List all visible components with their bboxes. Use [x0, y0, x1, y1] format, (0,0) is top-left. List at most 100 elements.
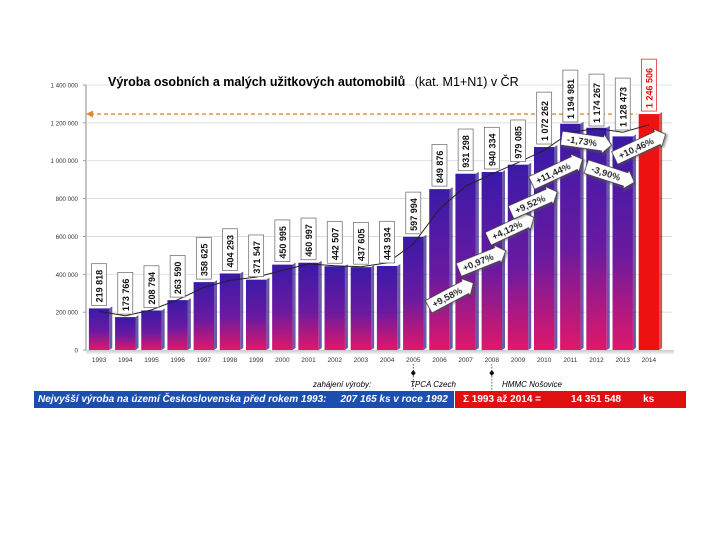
start-markers — [410, 364, 495, 391]
x-tick-label: 2005 — [406, 357, 421, 364]
x-tick-label: 2001 — [301, 357, 316, 364]
x-tick-label: 2000 — [275, 357, 290, 364]
x-tick-label: 2010 — [537, 357, 552, 364]
value-label-box — [169, 255, 186, 298]
plot-floor — [86, 350, 674, 354]
y-tick-label: 0 — [75, 348, 79, 355]
value-label: 371 547 — [252, 241, 262, 274]
value-label-box — [300, 217, 317, 261]
footer-left-value: 207 165 ks v roce 1992 — [340, 394, 448, 405]
footer-sum-label: Σ 1993 až 2014 = — [463, 394, 542, 405]
footer-historic-max: Nejvyšší výroba na území Československa … — [34, 391, 454, 408]
tpca-label: TPCA Czech — [410, 380, 456, 389]
value-label-box — [405, 191, 422, 235]
value-label: 1 128 473 — [618, 87, 628, 127]
bar — [324, 266, 345, 350]
change-arrow-label: -1,73% — [566, 134, 598, 149]
bar — [638, 114, 660, 350]
value-label-box — [91, 263, 107, 306]
value-label-box — [588, 73, 605, 127]
value-label: 442 507 — [330, 228, 340, 261]
x-tick-label: 1996 — [170, 357, 185, 364]
bar — [219, 273, 241, 350]
x-tick-label: 1994 — [118, 357, 133, 364]
value-label: 597 994 — [409, 198, 419, 231]
trend-path — [99, 124, 650, 317]
y-tick-label: 1 400 000 — [50, 83, 78, 90]
bar — [350, 267, 372, 350]
bar — [429, 189, 450, 350]
x-tick-label: 2011 — [563, 357, 577, 364]
x-tick-label: 2008 — [485, 357, 500, 364]
x-axis: 1993 1994 1995 1996 1997 1998 1999 2000 2001 2002… — [92, 357, 657, 364]
bar — [141, 310, 162, 350]
value-label: 219 818 — [95, 270, 105, 303]
x-tick-label: 2009 — [511, 357, 526, 364]
production-start-label: zahájení výroby: — [312, 380, 371, 389]
bar — [612, 136, 633, 350]
x-tick-label: 1997 — [197, 357, 212, 364]
value-label-box — [248, 234, 265, 278]
x-tick-label: 2004 — [380, 357, 395, 364]
y-tick-label: 200 000 — [56, 310, 79, 317]
value-label-box — [379, 220, 395, 264]
bar — [245, 279, 267, 350]
value-label: 1 072 262 — [540, 101, 550, 141]
y-tick-label: 1 200 000 — [50, 120, 78, 127]
bar-side — [292, 262, 296, 350]
value-label: 1 174 267 — [592, 83, 602, 123]
value-label: 1 194 981 — [566, 79, 576, 119]
bar-side — [187, 298, 191, 350]
bar — [560, 123, 581, 351]
footer-sum-unit: ks — [643, 394, 655, 405]
start-marker-diamond — [410, 370, 416, 376]
value-label-box — [536, 91, 553, 145]
change-arrow-shape — [559, 130, 613, 155]
footer-total-sum: Σ 1993 až 2014 = 14 351 548 ks — [455, 391, 686, 408]
bar-side — [502, 170, 506, 350]
x-tick-label: 1995 — [144, 357, 159, 364]
value-labels: 219 818 173 766 208 794 263 590 358 625 404 2… — [91, 58, 657, 315]
value-label: 443 934 — [383, 227, 393, 260]
value-label: 460 997 — [304, 224, 314, 257]
x-tick-label: 1999 — [249, 357, 264, 364]
value-label: 849 876 — [435, 151, 445, 184]
bar — [586, 127, 607, 351]
bar-side — [397, 263, 401, 350]
bar-side — [371, 265, 375, 350]
value-label-box — [562, 69, 579, 123]
bar-side — [580, 121, 584, 351]
change-arrow-shape — [507, 185, 558, 220]
value-label-box — [510, 119, 526, 163]
value-label: 263 590 — [173, 262, 183, 295]
trend-line — [99, 124, 650, 317]
bar-side — [423, 234, 427, 350]
x-tick-label: 1998 — [223, 357, 238, 364]
value-label-box — [614, 77, 631, 131]
y-tick-label: 600 000 — [56, 234, 79, 241]
value-label-box — [457, 128, 474, 172]
reference-line — [86, 110, 637, 118]
value-label-box — [353, 222, 369, 265]
value-label: 173 766 — [121, 279, 131, 312]
bar — [88, 308, 110, 350]
value-label: 208 794 — [147, 272, 157, 305]
value-label: 979 085 — [514, 126, 524, 159]
bar-side — [240, 271, 244, 350]
value-label-box — [117, 272, 134, 315]
bar — [376, 265, 398, 350]
bar — [507, 164, 529, 350]
x-tick-label: 2013 — [615, 357, 630, 364]
value-label-box — [431, 144, 448, 187]
change-arrow-shape — [528, 153, 584, 190]
x-tick-label: 1993 — [92, 357, 107, 364]
bar-side — [109, 306, 113, 350]
value-label-box — [483, 126, 500, 170]
y-tick-label: 1 000 000 — [50, 158, 78, 165]
bar-side — [659, 112, 663, 350]
bar-side — [606, 125, 610, 351]
value-label-box — [641, 58, 657, 112]
y-axis: 0 200 000 400 000 600 000 800 000 1 000 000 1 … — [50, 83, 86, 355]
value-label: 450 995 — [278, 226, 288, 259]
